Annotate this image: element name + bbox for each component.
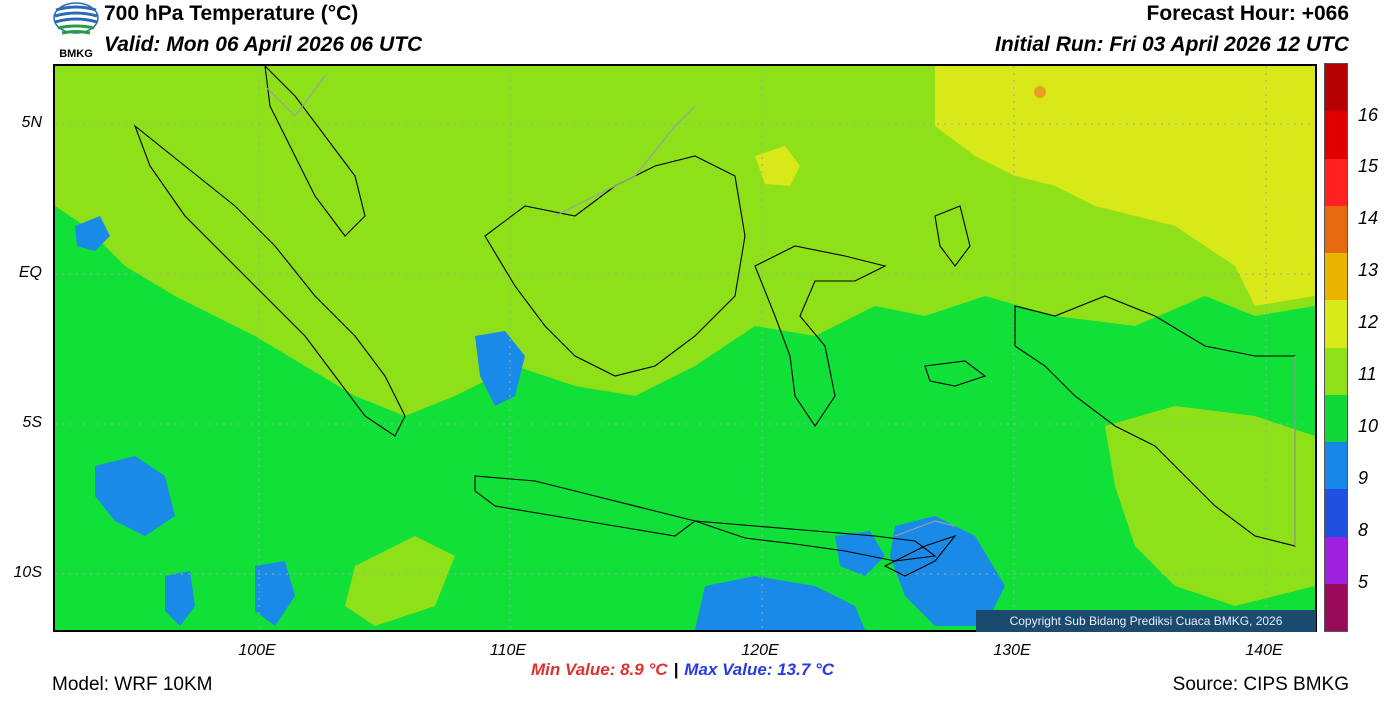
colorbar-label-10: 10: [1358, 416, 1379, 436]
lat-label-10s: 10S: [13, 564, 42, 581]
colorbar-segment: [1325, 536, 1347, 584]
colorbar-segment: [1325, 442, 1347, 490]
malay-peninsula-coast: [264, 66, 366, 237]
lon-label-140e: 140E: [1245, 642, 1283, 659]
colorbar-segment: [1325, 394, 1347, 442]
chart-title: 700 hPa Temperature (°C): [104, 2, 359, 25]
coastlines: [133, 66, 1296, 577]
field-level-10-e: [695, 576, 865, 630]
lat-label-5s: 5S: [22, 414, 42, 431]
data-source: Source: CIPS BMKG: [1172, 674, 1349, 695]
valid-time: Valid: Mon 06 April 2026 06 UTC: [104, 33, 423, 56]
colorbar-label-12: 12: [1358, 312, 1379, 332]
lon-label-130e: 130E: [993, 642, 1031, 659]
lat-label-5n: 5N: [21, 114, 42, 131]
maluku-coast: [924, 360, 987, 387]
lon-label-100e: 100E: [238, 642, 276, 659]
colorbar-label-11: 11: [1358, 364, 1377, 384]
lon-label-120e: 120E: [741, 642, 779, 659]
field-level-13-patch: [755, 146, 800, 186]
sulawesi-coast: [754, 245, 887, 427]
bmkg-logo: BMKG: [53, 2, 99, 60]
field-level-13: [935, 66, 1315, 306]
colorbar-label-9: 9: [1358, 468, 1369, 488]
forecast-hour: Forecast Hour: +066: [1146, 2, 1350, 25]
colorbar-label-5: 5: [1358, 572, 1369, 592]
papua-coast: [1014, 295, 1296, 547]
color-bar: [1324, 63, 1348, 632]
graticule: [55, 66, 1315, 630]
logo-text: BMKG: [59, 48, 93, 60]
lat-label-eq: EQ: [18, 264, 42, 281]
colorbar-segment: [1325, 347, 1347, 395]
colorbar-label-8: 8: [1358, 520, 1369, 540]
java-coast: [474, 475, 697, 537]
colorbar-segment: [1325, 253, 1347, 301]
borneo-coast: [484, 155, 746, 377]
initial-run: Initial Run: Fri 03 April 2026 12 UTC: [995, 33, 1349, 56]
field-level-10-c: [75, 216, 110, 251]
field-level-10-b: [475, 331, 525, 406]
colorbar-segment: [1325, 111, 1347, 159]
colorbar-segment: [1325, 583, 1347, 631]
field-level-10-g: [255, 561, 295, 626]
timor-coast: [883, 534, 957, 577]
field-level-12-south-east: [1105, 406, 1315, 606]
colorbar-label-13: 13: [1358, 260, 1379, 280]
colorbar-segment: [1325, 64, 1347, 112]
field-level-12-south-west: [345, 536, 455, 626]
colorbar-segment: [1325, 489, 1347, 537]
sumatra-coast: [133, 124, 406, 437]
min-max-values: Min Value: 8.9 °C | Max Value: 13.7 °C: [531, 660, 834, 680]
nusa-tenggara-coast: [694, 520, 937, 562]
value-separator: |: [673, 660, 679, 679]
colorbar-label-15: 15: [1358, 156, 1379, 176]
temperature-map: Copyright Sub Bidang Prediksi Cuaca BMKG…: [53, 64, 1317, 632]
borders: [264, 75, 1296, 546]
colorbar-label-14: 14: [1358, 208, 1379, 228]
lon-label-110e: 110E: [489, 642, 527, 659]
field-level-14-spot: [1034, 86, 1046, 98]
field-level-10-a: [95, 456, 175, 536]
field-level-10-f: [165, 571, 195, 626]
colorbar-label-16: 16: [1358, 105, 1379, 125]
max-value: Max Value: 13.7 °C: [684, 660, 835, 679]
model-name: Model: WRF 10KM: [52, 674, 213, 695]
min-value: Min Value: 8.9 °C: [531, 660, 668, 679]
colorbar-segment: [1325, 300, 1347, 348]
copyright-notice: Copyright Sub Bidang Prediksi Cuaca BMKG…: [976, 610, 1316, 632]
colorbar-segment: [1325, 205, 1347, 253]
colorbar-segment: [1325, 158, 1347, 206]
halmahera-coast: [934, 205, 971, 267]
